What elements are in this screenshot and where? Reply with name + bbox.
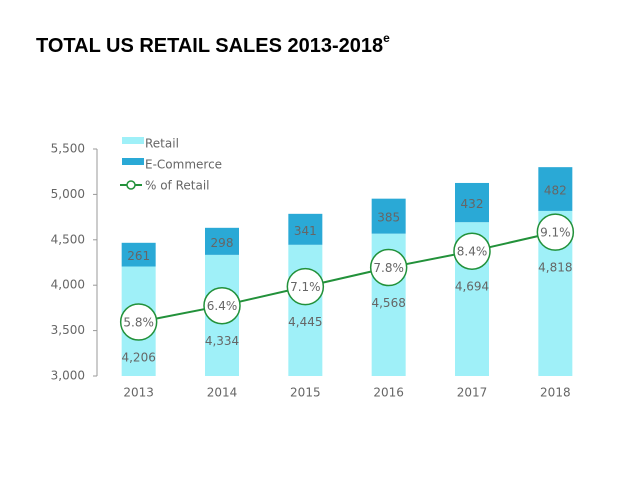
legend-swatch: [122, 137, 144, 144]
line-point: [203, 286, 241, 325]
value-label: 4,694: [455, 280, 489, 294]
point-label: 8.4%: [457, 245, 488, 259]
y-tick-label: 5,500: [51, 142, 85, 156]
bar-segment: [455, 182, 489, 223]
point-label: 7.8%: [373, 261, 404, 275]
value-label: 385: [377, 211, 400, 225]
y-tick-label: 3,000: [51, 369, 85, 383]
x-tick-label: 2016: [373, 386, 404, 400]
y-tick-label: 4,000: [51, 278, 85, 292]
point-label: 7.1%: [290, 280, 321, 294]
bar-segment: [205, 227, 239, 255]
x-tick-label: 2017: [457, 386, 488, 400]
y-tick-label: 5,000: [51, 187, 85, 201]
line-point: [119, 303, 158, 341]
y-tick-label: 3,500: [51, 323, 85, 337]
legend-swatch: [122, 158, 144, 165]
y-tick-label: 4,500: [51, 232, 85, 246]
value-label: 4,818: [538, 261, 572, 275]
title-text: TOTAL US RETAIL SALES 2013-2018: [36, 35, 383, 57]
bar-segment: [538, 167, 573, 211]
line-point: [286, 267, 325, 306]
legend-marker: [126, 180, 136, 190]
value-label: 4,206: [121, 351, 155, 365]
chart-title: TOTAL US RETAIL SALES 2013-2018e: [36, 31, 390, 57]
bar-segment: [121, 242, 156, 267]
value-label: 341: [294, 224, 317, 238]
value-label: 261: [127, 249, 150, 263]
legend-label: % of Retail: [145, 179, 210, 193]
x-tick-label: 2018: [540, 386, 571, 400]
value-label: 298: [211, 236, 234, 250]
value-label: 482: [544, 184, 567, 198]
point-label: 9.1%: [540, 226, 571, 240]
title-superscript: e: [383, 31, 390, 45]
bar-segment: [288, 244, 323, 376]
line-point: [536, 213, 575, 251]
value-label: 4,568: [371, 296, 405, 310]
bar-segment: [288, 213, 323, 245]
point-label: 6.4%: [207, 299, 238, 313]
value-label: 432: [461, 197, 484, 211]
x-tick-label: 2015: [290, 386, 321, 400]
value-label: 4,445: [288, 315, 322, 329]
bar-segment: [371, 198, 406, 234]
line: [138, 231, 556, 324]
line-point: [453, 232, 491, 270]
x-tick-label: 2013: [123, 386, 154, 400]
legend-label: E-Commerce: [145, 158, 222, 172]
point-label: 5.8%: [123, 316, 154, 330]
legend-label: Retail: [145, 137, 179, 151]
x-tick-label: 2014: [207, 386, 238, 400]
line-point: [369, 248, 408, 287]
value-label: 4,334: [205, 334, 239, 348]
